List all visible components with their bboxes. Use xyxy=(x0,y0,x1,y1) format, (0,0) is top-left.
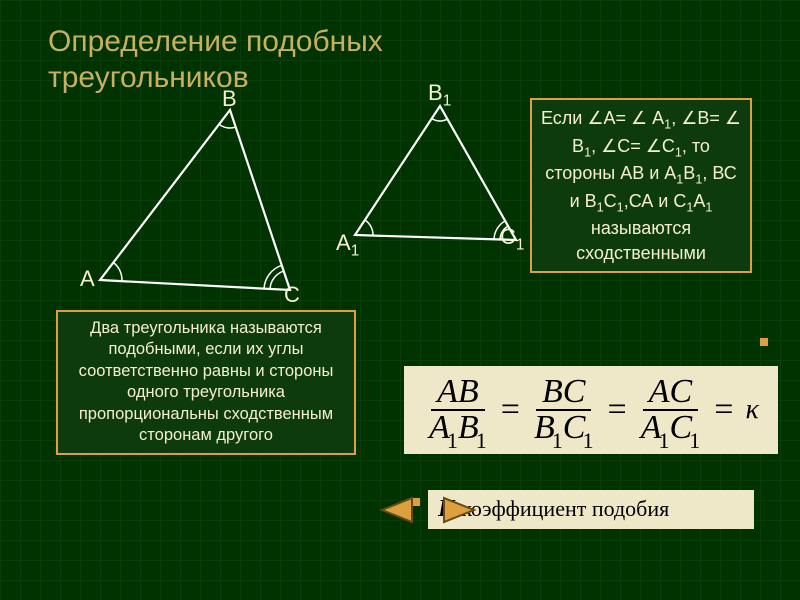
vertex-B: В xyxy=(222,86,237,112)
vertex-C: С xyxy=(284,282,300,308)
vertex-A1: А1 xyxy=(336,230,359,260)
vertex-C1: С1 xyxy=(500,224,524,254)
next-button[interactable] xyxy=(442,496,478,524)
bullet-1 xyxy=(760,338,768,346)
definition-box-bottom: Два треугольника называются подобными, е… xyxy=(56,310,356,455)
coefficient-text: -коэффициент подобия xyxy=(454,496,669,521)
ratio-formula: ABA1B1=BCB1C1=ACA1C1=κ xyxy=(404,366,778,454)
vertex-A: А xyxy=(80,266,95,292)
prev-button[interactable] xyxy=(378,496,414,524)
vertex-B1: В1 xyxy=(428,80,451,110)
definition-box-right: Если ∠А= ∠ А1, ∠В= ∠ В1, ∠С= ∠С1, то сто… xyxy=(530,98,752,273)
